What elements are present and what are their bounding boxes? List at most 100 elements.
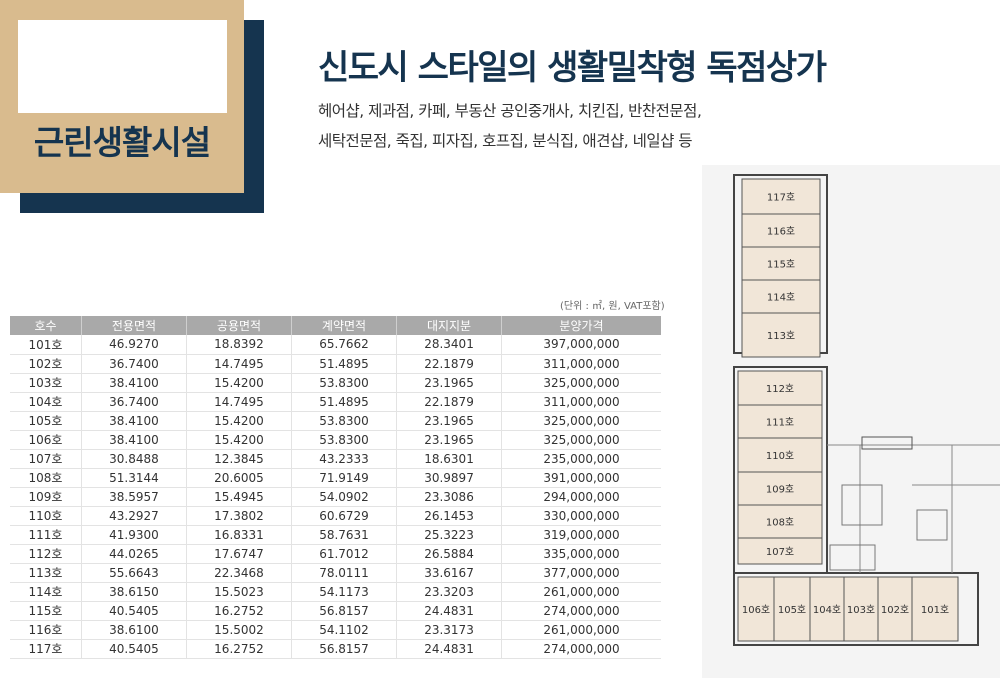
table-cell: 110호 <box>10 506 82 526</box>
table-cell: 108호 <box>10 468 82 488</box>
unit-cell <box>737 576 775 642</box>
table-cell: 23.3203 <box>396 582 503 602</box>
bottom-block-outline <box>733 572 979 646</box>
badge-white-panel <box>18 20 227 113</box>
table-cell: 22.1879 <box>396 354 503 374</box>
table-cell: 38.4100 <box>81 373 187 393</box>
table-row: 113호 55.6643 22.3468 78.0111 33.6167 377,000,… <box>10 563 661 583</box>
table-cell: 15.5002 <box>186 620 293 640</box>
table-row: 111호 41.9300 16.8331 58.7631 25.3223 319,000,… <box>10 525 661 545</box>
table-cell: 18.6301 <box>396 449 503 469</box>
table-cell: 261,000,000 <box>501 620 661 640</box>
subline-1: 헤어샵, 제과점, 카페, 부동산 공인중개사, 치킨집, 반찬전문점, <box>318 102 702 120</box>
unit-cell <box>737 537 823 565</box>
table-cell: 391,000,000 <box>501 468 661 488</box>
column-header: 호수 <box>10 316 82 335</box>
table-cell: 60.6729 <box>291 506 398 526</box>
table-cell: 114호 <box>10 582 82 602</box>
headline: 신도시 스타일의 생활밀착형 독점상가 <box>318 48 827 88</box>
table-cell: 106호 <box>10 430 82 450</box>
upper-block-outline <box>733 174 828 354</box>
table-cell: 40.5405 <box>81 601 187 621</box>
table-cell: 101호 <box>10 335 82 355</box>
table-cell: 71.9149 <box>291 468 398 488</box>
table-cell: 23.1965 <box>396 373 503 393</box>
table-cell: 51.4895 <box>291 392 398 412</box>
table-cell: 22.3468 <box>186 563 293 583</box>
table-cell: 30.9897 <box>396 468 503 488</box>
unit-cell <box>741 312 821 358</box>
table-cell: 17.6747 <box>186 544 293 564</box>
unit-label: 117호 <box>767 192 795 204</box>
unit-label: 101호 <box>921 604 949 616</box>
table-cell: 38.6150 <box>81 582 187 602</box>
table-cell: 330,000,000 <box>501 506 661 526</box>
unit-label: 115호 <box>767 259 795 271</box>
table-cell: 54.1173 <box>291 582 398 602</box>
unit-note: (단위 : ㎡, 원, VAT포함) <box>560 301 665 312</box>
table-cell: 111호 <box>10 525 82 545</box>
table-cell: 30.8488 <box>81 449 187 469</box>
table-cell: 294,000,000 <box>501 487 661 507</box>
unit-cell <box>737 471 823 506</box>
table-cell: 235,000,000 <box>501 449 661 469</box>
table-cell: 28.3401 <box>396 335 503 355</box>
table-cell: 54.1102 <box>291 620 398 640</box>
table-cell: 335,000,000 <box>501 544 661 564</box>
table-cell: 53.8300 <box>291 430 398 450</box>
column-header: 계약면적 <box>291 316 398 335</box>
unit-cell <box>741 246 821 281</box>
badge-tan-block: 근린생활시설 <box>0 0 244 193</box>
table-cell: 16.2752 <box>186 601 293 621</box>
table-cell: 14.7495 <box>186 392 293 412</box>
table-cell: 38.4100 <box>81 411 187 431</box>
table-cell: 61.7012 <box>291 544 398 564</box>
table-cell: 102호 <box>10 354 82 374</box>
table-cell: 56.8157 <box>291 601 398 621</box>
table-cell: 43.2333 <box>291 449 398 469</box>
unit-cell <box>741 279 821 314</box>
table-cell: 325,000,000 <box>501 373 661 393</box>
unit-label: 108호 <box>766 517 794 529</box>
table-cell: 54.0902 <box>291 487 398 507</box>
table-cell: 103호 <box>10 373 82 393</box>
table-cell: 377,000,000 <box>501 563 661 583</box>
floor-plan: 117호 116호 115호 114호 113호 112호 111호 110호 109호 108… <box>702 165 1000 678</box>
table-cell: 16.8331 <box>186 525 293 545</box>
table-row: 116호 38.6100 15.5002 54.1102 23.3173 261,000,… <box>10 620 661 640</box>
table-cell: 311,000,000 <box>501 354 661 374</box>
table-cell: 274,000,000 <box>501 639 661 659</box>
table-row: 101호 46.9270 18.8392 65.7662 28.3401 397,000,… <box>10 335 661 355</box>
table-cell: 26.1453 <box>396 506 503 526</box>
unit-label: 106호 <box>742 604 770 616</box>
table-cell: 65.7662 <box>291 335 398 355</box>
unit-cell <box>877 576 913 642</box>
unit-cell <box>737 504 823 539</box>
middle-units: 112호 111호 110호 109호 108호 107호 <box>737 370 823 565</box>
table-cell: 397,000,000 <box>501 335 661 355</box>
table-cell: 18.8392 <box>186 335 293 355</box>
core-room-2 <box>916 509 948 541</box>
table-cell: 53.8300 <box>291 373 398 393</box>
table-cell: 38.6100 <box>81 620 187 640</box>
table-cell: 78.0111 <box>291 563 398 583</box>
table-cell: 12.3845 <box>186 449 293 469</box>
table-cell: 51.4895 <box>291 354 398 374</box>
unit-label: 110호 <box>766 450 794 462</box>
table-cell: 107호 <box>10 449 82 469</box>
table-cell: 23.3086 <box>396 487 503 507</box>
table-cell: 20.6005 <box>186 468 293 488</box>
table-cell: 116호 <box>10 620 82 640</box>
table-row: 107호 30.8488 12.3845 43.2333 18.6301 235,000,… <box>10 449 661 469</box>
table-cell: 16.2752 <box>186 639 293 659</box>
table-cell: 23.1965 <box>396 430 503 450</box>
table-cell: 15.4945 <box>186 487 293 507</box>
unit-cell <box>809 576 845 642</box>
table-row: 114호 38.6150 15.5023 54.1173 23.3203 261,000,… <box>10 582 661 602</box>
unit-label: 105호 <box>778 604 806 616</box>
table-cell: 15.4200 <box>186 430 293 450</box>
unit-label: 116호 <box>767 226 795 238</box>
table-header-row: 호수 전용면적 공용면적 계약면적 대지지분 분양가격 <box>10 316 661 335</box>
unit-label: 109호 <box>766 484 794 496</box>
table-cell: 43.2927 <box>81 506 187 526</box>
